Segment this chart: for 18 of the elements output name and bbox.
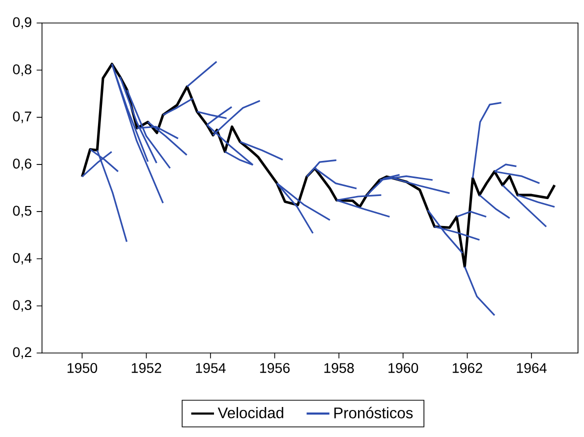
y-tick-label: 0,4: [13, 252, 32, 265]
x-tick-label: 1950: [68, 363, 98, 373]
x-tick-label: 1956: [260, 363, 290, 373]
x-tick-label: 1954: [196, 363, 226, 373]
y-tick-label: 0,7: [13, 112, 32, 124]
x-tick-label: 1964: [516, 363, 547, 373]
legend-label: Pronósticos: [334, 406, 413, 418]
legend-label: Velocidad: [218, 407, 284, 418]
x-tick-label: 1958: [324, 363, 354, 373]
y-tick-label: 0,8: [13, 64, 32, 76]
y-tick-label: 0,3: [13, 300, 32, 312]
y-tick-label: 0,9: [13, 17, 32, 29]
x-tick-label: 1962: [452, 363, 482, 373]
x-tick-label: 1952: [132, 363, 162, 373]
x-tick-label: 1960: [388, 363, 418, 373]
y-tick-label: 0,5: [13, 206, 32, 218]
y-tick-label: 0,2: [13, 347, 32, 359]
y-tick-label: 0,6: [13, 158, 32, 170]
